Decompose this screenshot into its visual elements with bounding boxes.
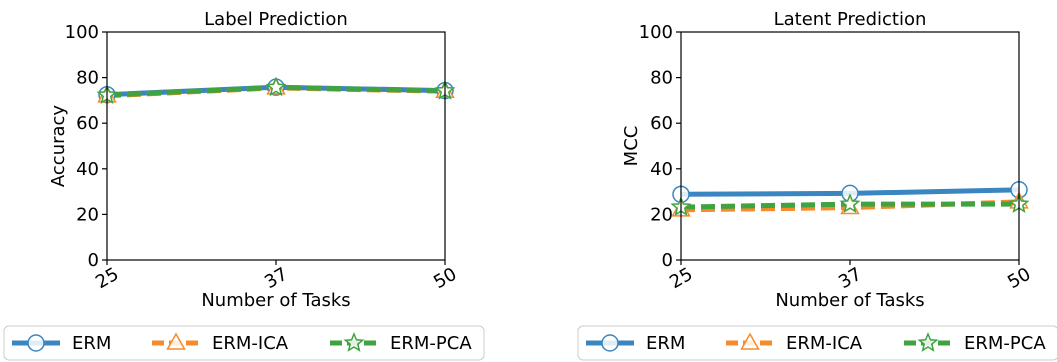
legend-box — [577, 325, 1057, 361]
y-axis-label: Accuracy — [48, 105, 69, 188]
x-tick-label: 37 — [835, 264, 865, 294]
legend-box — [3, 325, 485, 361]
y-tick-label: 20 — [650, 204, 673, 225]
y-tick-label: 40 — [650, 159, 673, 180]
chart-label-prediction: Label Prediction Accuracy Number of Task… — [3, 9, 485, 361]
x-tick-label: 37 — [261, 264, 291, 294]
legend-label: ERM-PCA — [964, 333, 1046, 354]
plot-marks — [670, 181, 1030, 217]
y-tick-label: 0 — [88, 250, 99, 271]
legend-label: ERM-ICA — [786, 333, 863, 354]
legend-label: ERM-ICA — [212, 333, 289, 354]
legend-marker — [917, 332, 939, 352]
legend-marker — [27, 334, 45, 352]
x-axis-label: Number of Tasks — [201, 290, 350, 311]
x-axis-label: Number of Tasks — [775, 290, 924, 311]
y-tick-label: 100 — [639, 22, 673, 43]
legend-marker — [740, 332, 760, 350]
legend-label: ERM-PCA — [390, 333, 472, 354]
chart-title: Latent Prediction — [774, 9, 927, 30]
y-tick-label: 0 — [662, 250, 673, 271]
y-tick-label: 100 — [65, 22, 99, 43]
x-tick-label: 50 — [1004, 264, 1034, 294]
chart-title: Label Prediction — [204, 9, 348, 30]
legend-label: ERM — [72, 333, 111, 354]
plot-area-frame — [106, 31, 446, 261]
chart-latent-prediction: Latent Prediction MCC Number of Tasks 0 2… — [577, 9, 1057, 361]
legend-marker — [166, 332, 186, 350]
y-tick-label: 80 — [76, 68, 99, 89]
legend-label: ERM — [646, 333, 685, 354]
y-tick-label: 80 — [650, 68, 673, 89]
x-tick-label: 50 — [430, 264, 460, 294]
legend-marker — [343, 332, 365, 352]
legend-marker — [601, 334, 619, 352]
plot-area-frame — [680, 31, 1020, 261]
data-point-erm-pca — [265, 76, 287, 97]
y-tick-label: 20 — [76, 204, 99, 225]
y-tick-label: 40 — [76, 159, 99, 180]
legend: ERM ERM-ICA ERM-PCA — [577, 325, 1057, 361]
data-point-erm-pca — [839, 193, 861, 214]
legend: ERM ERM-ICA ERM-PCA — [3, 325, 485, 361]
y-tick-label: 60 — [650, 113, 673, 134]
y-tick-label: 60 — [76, 113, 99, 134]
plot-marks — [96, 76, 456, 104]
y-axis-label: MCC — [621, 126, 642, 167]
